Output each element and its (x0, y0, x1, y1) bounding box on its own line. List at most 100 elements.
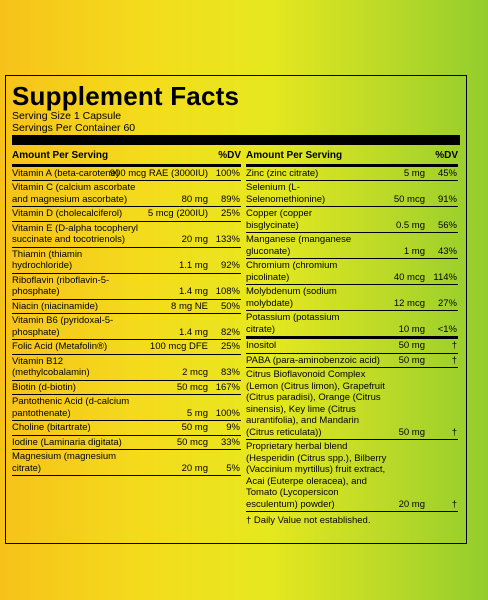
table-row: Vitamin D (cholecalciferol) 5 mcg (200IU)… (12, 207, 241, 222)
amount-value: 50 mg (398, 426, 425, 438)
amount-value: 1.4 mg (178, 286, 208, 297)
amount-value: 0.5 mg (395, 219, 425, 231)
table-row: Proprietary herbal blend (Hesperidin (Ci… (246, 440, 458, 512)
table-row: Copper (copper bisglycinate) 0.5 mg 56% (246, 207, 458, 233)
dv-value: 91% (437, 193, 457, 205)
table-row: Vitamin B6 (pyridoxal-5-phosphate) 1.4 mg… (12, 314, 241, 340)
table-row: Vitamin C (calcium ascorbate and magnesi… (12, 181, 241, 207)
nutrient-name: Vitamin E (D-alpha tocopheryl succinate … (12, 222, 139, 246)
table-row: Choline (bitartrate) 50 mg 9% (12, 421, 241, 436)
dv-value: 33% (220, 436, 240, 448)
amount-value: 20 mg (398, 498, 425, 510)
amount-value: 50 mcg (176, 381, 208, 393)
nutrient-name: Chromium (chromium picolinate) (246, 260, 338, 283)
proprietary-rows: Inositol 50 mg † PABA (para-aminobenzoic ac… (246, 339, 458, 512)
nutrient-name: Niacin (niacinamide) (12, 300, 99, 312)
left-column: Amount Per Serving %DV Vitamin A (beta-c… (12, 148, 241, 476)
amount-value: 50 mg (398, 340, 425, 351)
thick-divider (12, 135, 460, 145)
table-row: Citrus Bioflavonoid Complex (Lemon (Citr… (246, 368, 458, 440)
amount-value: 50 mcg (393, 193, 425, 205)
nutrient-name: PABA (para-aminobenzoic acid) (246, 354, 380, 366)
amount-value: 12 mcg (393, 297, 425, 309)
nutrient-name: Folic Acid (Metafolin®) (12, 341, 108, 352)
amount-header: Amount Per Serving (246, 150, 343, 161)
amount-value: 900 mcg RAE (3000IU) (109, 167, 208, 179)
panel-title: Supplement Facts (12, 81, 240, 111)
table-row: Riboflavin (riboflavin-5-phosphate) 1.4 m… (12, 274, 241, 300)
dv-value: 89% (220, 193, 240, 205)
nutrient-name: Potassium (potassium citrate) (246, 312, 340, 335)
table-row: Molybdenum (sodium molybdate) 12 mcg 27% (246, 285, 458, 311)
dv-value: 92% (220, 260, 240, 271)
right-column: Amount Per Serving %DV Zinc (zinc citrat… (246, 148, 458, 527)
dv-value: 5% (226, 462, 240, 474)
table-row: Inositol 50 mg † (246, 339, 458, 354)
dv-value: 27% (437, 297, 457, 309)
amount-value: 2 mcg (182, 367, 208, 378)
dv-value: † (451, 498, 457, 510)
serving-size: Serving Size 1 Capsule (12, 110, 122, 122)
table-row: Thiamin (thiamin hydrochloride) 1.1 mg 92% (12, 248, 241, 274)
amount-value: 1.4 mg (178, 326, 208, 338)
dv-value: 25% (220, 208, 240, 219)
nutrient-name: Riboflavin (riboflavin-5-phosphate) (12, 274, 110, 298)
amount-value: 5 mg (403, 167, 425, 179)
dv-value: 100% (215, 407, 240, 419)
dv-value: 108% (215, 286, 240, 297)
nutrient-name: Vitamin B6 (pyridoxal-5-phosphate) (12, 315, 114, 338)
footnote: † Daily Value not established. (246, 515, 371, 526)
dv-header: %DV (218, 150, 241, 161)
table-row: Niacin (niacinamide) 8 mg NE 50% (12, 300, 241, 314)
supplement-facts-panel: Supplement Facts Serving Size 1 Capsule … (5, 75, 467, 544)
table-row: Pantothenic Acid (d-calcium pantothenate… (12, 395, 241, 421)
dv-value: 9% (226, 422, 240, 433)
nutrient-name: Citrus Bioflavonoid Complex (Lemon (Citr… (246, 369, 385, 438)
nutrient-name: Vitamin A (beta-carotene) (12, 167, 120, 179)
nutrient-name: Pantothenic Acid (d-calcium pantothenate… (12, 396, 130, 419)
dv-value: 25% (220, 341, 240, 352)
left-header: Amount Per Serving %DV (12, 148, 241, 167)
amount-value: 10 mg (398, 323, 425, 335)
nutrient-name: Zinc (zinc citrate) (246, 167, 319, 179)
amount-value: 1.1 mg (178, 260, 208, 271)
amount-header: Amount Per Serving (12, 150, 109, 161)
dv-value: 43% (437, 245, 457, 257)
dv-value: 167% (215, 381, 240, 393)
nutrient-name: Vitamin D (cholecalciferol) (12, 208, 123, 219)
dv-value: 56% (437, 219, 457, 231)
table-row: Zinc (zinc citrate) 5 mg 45% (246, 167, 458, 181)
amount-value: 100 mcg DFE (149, 341, 208, 352)
dv-value: † (451, 426, 457, 438)
table-row: Vitamin E (D-alpha tocopheryl succinate … (12, 222, 241, 248)
amount-value: 50 mcg (176, 436, 208, 448)
dv-value: 82% (220, 326, 240, 338)
table-row: Iodine (Laminaria digitata) 50 mcg 33% (12, 436, 241, 450)
servings-per-container: Servings Per Container 60 (12, 122, 136, 134)
dv-value: 50% (220, 300, 240, 312)
nutrient-name: Inositol (246, 340, 277, 351)
dv-value: 83% (220, 367, 240, 378)
nutrient-name: Choline (bitartrate) (12, 422, 91, 433)
nutrient-name: Proprietary herbal blend (Hesperidin (Ci… (246, 441, 387, 510)
dv-value: 45% (437, 167, 457, 179)
table-row: Manganese (manganese gluconate) 1 mg 43% (246, 233, 458, 259)
amount-value: 5 mg (186, 407, 208, 419)
table-row: Folic Acid (Metafolin®) 100 mcg DFE 25% (12, 340, 241, 355)
nutrient-name: Selenium (L-Selenomethionine) (246, 182, 326, 205)
amount-value: 1 mg (403, 245, 425, 257)
dv-value: † (451, 340, 457, 351)
table-row: Selenium (L-Selenomethionine) 50 mcg 91% (246, 181, 458, 207)
right-header: Amount Per Serving %DV (246, 148, 458, 167)
nutrient-name: Manganese (manganese gluconate) (246, 234, 352, 257)
table-row: Vitamin A (beta-carotene) 900 mcg RAE (30… (12, 167, 241, 181)
nutrient-name: Molybdenum (sodium molybdate) (246, 286, 337, 309)
amount-value: 5 mcg (200IU) (147, 208, 208, 219)
amount-value: 20 mg (181, 462, 208, 474)
amount-value: 50 mg (181, 422, 208, 433)
amount-value: 8 mg NE (171, 300, 208, 312)
table-row: PABA (para-aminobenzoic acid) 50 mg † (246, 354, 458, 368)
nutrient-name: Iodine (Laminaria digitata) (12, 436, 122, 448)
amount-value: 40 mcg (393, 271, 425, 283)
table-row: Magnesium (magnesium citrate) 20 mg 5% (12, 450, 241, 476)
